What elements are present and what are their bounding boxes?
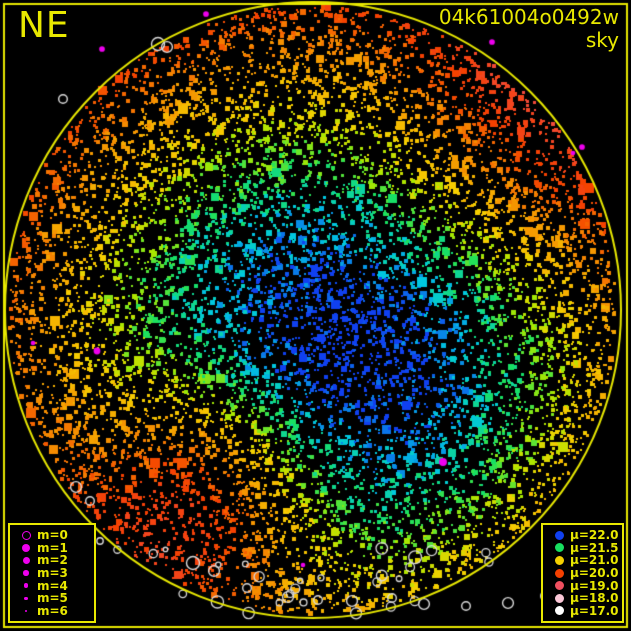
orientation-label: NE [18, 5, 70, 46]
magnitude-legend-row: m=4 [15, 579, 88, 592]
frame-id-label: 04k61004o0492w [438, 5, 619, 29]
magnitude-marker-icon [15, 530, 37, 540]
brightness-swatch-icon [548, 542, 570, 554]
magnitude-legend-row: m=2 [15, 554, 88, 567]
magnitude-legend-label: m=3 [37, 566, 68, 581]
brightness-legend-label: μ=20.0 [570, 566, 619, 581]
brightness-legend-label: μ=22.0 [570, 528, 619, 543]
brightness-legend-label: μ=17.0 [570, 603, 619, 618]
brightness-swatch-icon [548, 567, 570, 579]
brightness-swatch-icon [548, 605, 570, 617]
brightness-legend-label: μ=19.0 [570, 578, 619, 593]
magnitude-legend-label: m=2 [37, 553, 68, 568]
brightness-legend-row: μ=18.0 [548, 591, 619, 606]
brightness-legend-row: μ=22.0 [548, 528, 619, 543]
brightness-swatch-icon [548, 529, 570, 541]
magnitude-marker-icon [15, 556, 37, 564]
brightness-legend-label: μ=18.0 [570, 591, 619, 606]
magnitude-legend-label: m=6 [37, 603, 68, 618]
brightness-legend-label: μ=21.0 [570, 553, 619, 568]
frame-subtitle-label: sky [585, 28, 619, 52]
surface-brightness-legend: μ=22.0 μ=21.5 μ=21.0 μ=20.0 μ=19.0 μ=18.0 μ=17… [541, 523, 624, 623]
magnitude-legend-row: m=3 [15, 567, 88, 580]
brightness-legend-row: μ=17.0 [548, 603, 619, 618]
magnitude-legend-row: m=0 [15, 529, 88, 542]
brightness-legend-row: μ=21.5 [548, 540, 619, 555]
brightness-swatch-icon [548, 592, 570, 604]
brightness-legend-row: μ=19.0 [548, 578, 619, 593]
magnitude-legend-label: m=0 [37, 528, 68, 543]
magnitude-marker-icon [15, 583, 37, 588]
brightness-swatch-icon [548, 580, 570, 592]
magnitude-legend-row: m=5 [15, 592, 88, 605]
brightness-swatch-icon [548, 554, 570, 566]
frame-title: 04k61004o0492w sky [439, 6, 619, 52]
brightness-legend-row: μ=20.0 [548, 566, 619, 581]
magnitude-marker-icon [15, 609, 37, 613]
brightness-legend-label: μ=21.5 [570, 540, 619, 555]
magnitude-legend-row: m=1 [15, 542, 88, 555]
magnitude-legend: m=0 m=1 m=2 m=3 m=4 m=5 m=6 [8, 523, 96, 623]
magnitude-marker-icon [15, 596, 37, 601]
magnitude-marker-icon [15, 543, 37, 553]
magnitude-legend-label: m=5 [37, 591, 68, 606]
brightness-legend-row: μ=21.0 [548, 553, 619, 568]
magnitude-legend-label: m=1 [37, 540, 68, 555]
magnitude-marker-icon [15, 570, 37, 576]
magnitude-legend-row: m=6 [15, 605, 88, 618]
magnitude-legend-label: m=4 [37, 578, 68, 593]
